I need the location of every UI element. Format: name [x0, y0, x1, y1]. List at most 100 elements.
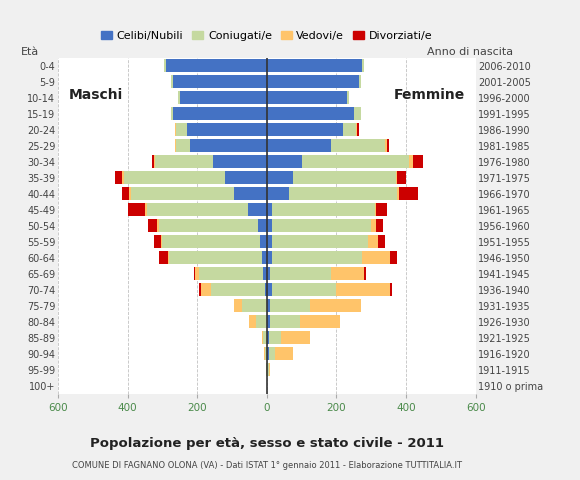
Bar	[356, 123, 357, 136]
Bar	[378, 235, 385, 248]
Bar	[256, 315, 267, 328]
Bar	[272, 219, 371, 232]
Bar	[354, 107, 361, 120]
Bar	[267, 171, 293, 184]
Bar	[272, 235, 368, 248]
Text: Maschi: Maschi	[68, 88, 123, 102]
Bar	[390, 251, 397, 264]
Bar	[175, 139, 176, 152]
Bar	[371, 219, 376, 232]
Bar	[176, 123, 187, 136]
Bar	[272, 283, 336, 296]
Bar	[122, 187, 129, 200]
Bar	[263, 331, 267, 344]
Bar	[310, 299, 361, 312]
Legend: Celibi/Nubili, Coniugati/e, Vedovi/e, Divorziati/e: Celibi/Nubili, Coniugati/e, Vedovi/e, Di…	[97, 26, 437, 45]
Bar	[180, 91, 267, 104]
Bar	[269, 347, 276, 360]
Bar	[396, 171, 397, 184]
Bar	[213, 155, 267, 168]
Bar	[187, 123, 267, 136]
Bar	[234, 187, 267, 200]
Bar	[159, 219, 258, 232]
Bar	[364, 267, 366, 280]
Bar	[211, 283, 265, 296]
Bar	[195, 267, 199, 280]
Text: Anno di nascita: Anno di nascita	[427, 47, 513, 57]
Bar	[154, 155, 155, 168]
Bar	[267, 155, 302, 168]
Bar	[267, 139, 331, 152]
Bar	[413, 155, 423, 168]
Bar	[267, 363, 269, 376]
Bar	[128, 203, 145, 216]
Bar	[302, 155, 409, 168]
Text: Età: Età	[20, 47, 39, 57]
Bar	[267, 331, 269, 344]
Bar	[164, 59, 166, 72]
Text: Femmine: Femmine	[394, 88, 465, 102]
Bar	[409, 155, 413, 168]
Bar	[397, 171, 406, 184]
Bar	[343, 123, 356, 136]
Bar	[178, 91, 180, 104]
Bar	[131, 187, 234, 200]
Bar	[262, 331, 263, 344]
Bar	[270, 315, 300, 328]
Bar	[260, 235, 267, 248]
Bar	[263, 267, 267, 280]
Bar	[173, 75, 267, 88]
Bar	[357, 123, 359, 136]
Text: COMUNE DI FAGNANO OLONA (VA) - Dati ISTAT 1° gennaio 2011 - Elaborazione TUTTITA: COMUNE DI FAGNANO OLONA (VA) - Dati ISTA…	[72, 461, 462, 470]
Bar	[190, 139, 267, 152]
Bar	[168, 251, 169, 264]
Bar	[166, 59, 267, 72]
Bar	[152, 155, 154, 168]
Bar	[176, 139, 190, 152]
Bar	[270, 299, 310, 312]
Bar	[129, 187, 131, 200]
Bar	[262, 251, 267, 264]
Bar	[362, 251, 390, 264]
Bar	[199, 283, 201, 296]
Bar	[281, 331, 310, 344]
Bar	[145, 203, 147, 216]
Bar	[267, 123, 343, 136]
Bar	[199, 267, 263, 280]
Bar	[336, 283, 390, 296]
Bar	[155, 155, 213, 168]
Bar	[269, 363, 270, 376]
Bar	[249, 315, 256, 328]
Bar	[267, 283, 272, 296]
Bar	[122, 171, 124, 184]
Bar	[267, 251, 272, 264]
Bar	[171, 107, 173, 120]
Bar	[376, 219, 383, 232]
Bar	[115, 171, 122, 184]
Bar	[171, 75, 173, 88]
Bar	[258, 219, 267, 232]
Bar	[267, 107, 354, 120]
Bar	[169, 251, 262, 264]
Bar	[267, 299, 270, 312]
Bar	[267, 203, 272, 216]
Bar	[399, 187, 418, 200]
Text: Popolazione per età, sesso e stato civile - 2011: Popolazione per età, sesso e stato civil…	[90, 437, 444, 450]
Bar	[159, 251, 168, 264]
Bar	[331, 139, 385, 152]
Bar	[147, 203, 248, 216]
Bar	[157, 219, 159, 232]
Bar	[266, 363, 267, 376]
Bar	[267, 219, 272, 232]
Bar	[267, 347, 269, 360]
Bar	[225, 171, 267, 184]
Bar	[376, 203, 387, 216]
Bar	[375, 203, 376, 216]
Bar	[154, 235, 161, 248]
Bar	[347, 91, 349, 104]
Bar	[368, 235, 378, 248]
Bar	[194, 267, 195, 280]
Bar	[272, 203, 375, 216]
Bar	[264, 347, 265, 360]
Bar	[267, 315, 270, 328]
